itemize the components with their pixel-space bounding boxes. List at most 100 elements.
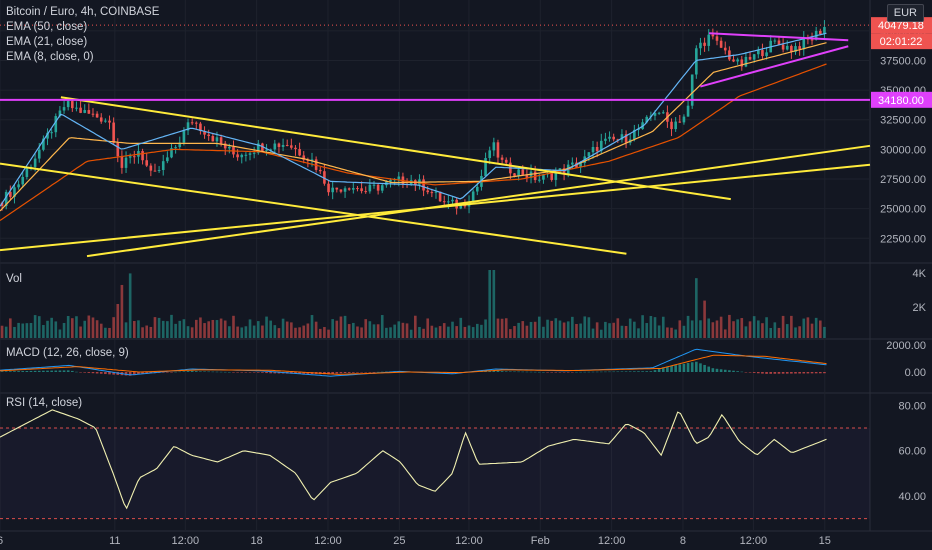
macd-histogram-bar — [715, 368, 719, 372]
macd-histogram-bar — [277, 372, 281, 374]
macd-histogram-bar — [194, 371, 198, 372]
macd-histogram-bar — [723, 369, 727, 372]
macd-histogram-bar — [248, 372, 252, 373]
candle-body — [236, 154, 239, 158]
candle-body — [133, 156, 136, 158]
volume-bar — [492, 270, 496, 338]
volume-bar — [393, 324, 396, 338]
macd-histogram-bar — [203, 371, 206, 372]
candle-body — [728, 50, 731, 60]
macd-histogram-bar — [571, 372, 574, 373]
volume-bar — [707, 318, 711, 338]
candle-body — [591, 146, 595, 153]
macd-histogram-bar — [186, 371, 190, 372]
macd-histogram-bar — [207, 371, 210, 373]
volume-bar — [711, 322, 715, 338]
macd-histogram-bar — [54, 370, 58, 372]
volume-bar — [616, 318, 620, 338]
macd-histogram-bar — [818, 372, 822, 374]
volume-bar — [219, 318, 223, 338]
volume-tick-label: 4K — [913, 268, 927, 280]
candle-body — [389, 179, 392, 182]
candle-body — [128, 156, 132, 158]
volume-bar — [199, 317, 202, 338]
rsi-band-fill — [0, 428, 870, 519]
volume-bar — [806, 317, 810, 338]
volume-bar — [112, 317, 115, 338]
volume-bar — [42, 325, 45, 338]
candle-body — [298, 149, 301, 156]
volume-bar — [769, 327, 773, 338]
candle-body — [79, 107, 82, 113]
price-tick-label: 25000.00 — [880, 204, 926, 216]
candle-body — [798, 46, 801, 50]
candle-body — [488, 150, 492, 159]
candle-body — [269, 149, 272, 151]
volume-bar — [66, 316, 70, 338]
macd-histogram-bar — [496, 370, 500, 372]
time-tick-label: 12:00 — [455, 535, 483, 547]
candle-body — [318, 169, 322, 172]
volume-bar — [104, 327, 107, 338]
volume-bar — [306, 323, 310, 338]
macd-histogram-bar — [579, 371, 582, 373]
volume-bar — [442, 323, 446, 338]
macd-histogram-bar — [380, 371, 384, 373]
macd-histogram-bar — [719, 369, 723, 372]
volume-bar — [591, 328, 595, 338]
candle-body — [9, 191, 12, 197]
volume-bar — [273, 325, 277, 338]
macd-histogram-bar — [339, 372, 343, 374]
candle-body — [153, 170, 157, 172]
macd-histogram-bar — [537, 371, 541, 373]
volume-bar — [364, 319, 368, 338]
time-tick-label: 11 — [109, 535, 120, 547]
currency-button[interactable]: EUR — [886, 4, 924, 22]
volume-bar — [356, 326, 359, 338]
volume-bar — [794, 327, 797, 338]
candle-body — [170, 148, 173, 158]
candle-body — [71, 101, 74, 109]
volume-bar — [645, 323, 649, 338]
candle-body — [339, 189, 343, 192]
volume-bar — [269, 320, 272, 338]
volume-bar — [612, 322, 615, 338]
candle-body — [194, 122, 198, 124]
countdown-label: 02:01:22 — [880, 36, 923, 48]
price-tick-label: 37500.00 — [880, 55, 926, 67]
candle-body — [145, 160, 149, 166]
candle-body — [542, 174, 545, 180]
candle-body — [723, 47, 727, 51]
volume-bar — [608, 323, 611, 338]
macd-histogram-bar — [133, 372, 136, 376]
candle-body — [141, 151, 144, 161]
candle-body — [285, 145, 289, 147]
macd-histogram-bar — [707, 366, 711, 372]
yellow-downtrend-upper — [60, 96, 731, 201]
macd-histogram-bar — [661, 367, 665, 372]
candle-body — [17, 184, 20, 188]
candle-body — [4, 191, 8, 206]
candle-body — [310, 159, 314, 161]
candle-body — [475, 186, 479, 192]
volume-bar — [723, 329, 727, 338]
volume-bar — [252, 325, 256, 338]
symbol-title: Bitcoin / Euro, 4h, COINBASE — [6, 6, 160, 18]
volume-bar — [823, 326, 826, 338]
volume-bar — [471, 327, 475, 338]
volume-bar — [620, 325, 624, 338]
volume-bar — [116, 304, 120, 338]
macd-histogram-bar — [99, 372, 103, 374]
macd-histogram-bar — [236, 372, 239, 373]
macd-histogram-bar — [0, 371, 4, 372]
candle-body — [571, 162, 574, 165]
volume-bar — [773, 322, 777, 338]
candle-body — [124, 157, 128, 168]
volume-bar — [368, 321, 372, 338]
candle-body — [554, 172, 558, 180]
macd-histogram-bar — [376, 371, 380, 373]
magenta-resistance — [708, 32, 849, 42]
candle-body — [430, 192, 434, 194]
volume-bar — [414, 315, 417, 338]
